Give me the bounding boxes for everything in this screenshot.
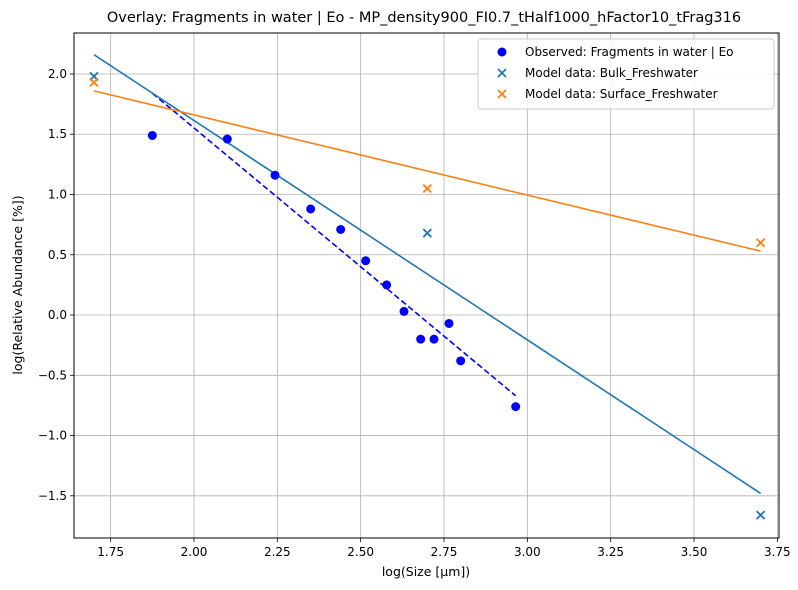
x-tick-label: 2.25 xyxy=(264,545,291,559)
legend: Observed: Fragments in water | Eo Model d… xyxy=(477,38,775,110)
fit-lines xyxy=(93,54,762,495)
y-axis-ticks: −1.5 −1.0 −0.5 0.0 0.5 1.0 1.5 2.0 xyxy=(38,67,74,503)
fit-line xyxy=(93,90,761,252)
legend-marker xyxy=(497,68,507,78)
x-tick-label: 2.00 xyxy=(181,545,208,559)
observed-point xyxy=(511,402,521,412)
x-tick-label: 2.75 xyxy=(431,545,458,559)
y-tick-label: 0.0 xyxy=(48,308,67,322)
y-tick-label: 1.5 xyxy=(48,127,67,141)
fit-line xyxy=(151,92,517,397)
x-tick-label: 3.25 xyxy=(597,545,624,559)
observed-point xyxy=(382,280,392,290)
legend-label: Model data: Bulk_Freshwater xyxy=(525,66,698,80)
y-tick-label: 0.5 xyxy=(48,248,67,262)
fit-line xyxy=(93,54,762,495)
y-tick-label: −0.5 xyxy=(38,368,67,382)
model-point xyxy=(422,228,432,238)
observed-point xyxy=(336,224,346,234)
legend-marker xyxy=(497,89,507,99)
observed-point xyxy=(416,334,426,344)
y-tick-label: −1.5 xyxy=(38,489,67,503)
observed-point xyxy=(147,130,157,140)
observed-point xyxy=(399,306,409,316)
legend-marker xyxy=(497,47,507,57)
chart-title: Overlay: Fragments in water | Eo - MP_de… xyxy=(107,10,741,26)
x-tick-label: 3.75 xyxy=(764,545,791,559)
x-tick-label: 1.75 xyxy=(97,545,124,559)
observed-point xyxy=(222,134,232,144)
x-tick-label: 3.50 xyxy=(681,545,708,559)
y-tick-label: 2.0 xyxy=(48,67,67,81)
y-tick-label: −1.0 xyxy=(38,429,67,443)
legend-box xyxy=(477,38,775,110)
observed-point xyxy=(429,334,439,344)
plot-frame xyxy=(73,32,780,539)
model-point xyxy=(89,77,99,88)
x-axis-ticks: 1.75 2.00 2.25 2.50 2.75 3.00 3.25 3.50 3.75 xyxy=(97,538,791,559)
grid xyxy=(74,33,779,538)
x-tick-label: 3.00 xyxy=(514,545,541,559)
legend-label: Model data: Surface_Freshwater xyxy=(525,87,718,101)
observed-point xyxy=(270,170,280,180)
data-points xyxy=(89,71,766,520)
model-point xyxy=(422,183,432,194)
x-tick-label: 2.50 xyxy=(347,545,374,559)
y-axis-title: log(Relative Abundance [%]) xyxy=(10,195,25,374)
observed-point xyxy=(456,356,466,366)
y-tick-label: 1.0 xyxy=(48,188,67,202)
model-point xyxy=(756,238,766,248)
legend-label: Observed: Fragments in water | Eo xyxy=(525,45,734,59)
observed-point xyxy=(306,204,316,214)
model-point xyxy=(756,510,766,520)
observed-point xyxy=(361,256,371,266)
observed-point xyxy=(444,318,454,328)
x-axis-title: log(Size [μm]) xyxy=(382,564,470,579)
